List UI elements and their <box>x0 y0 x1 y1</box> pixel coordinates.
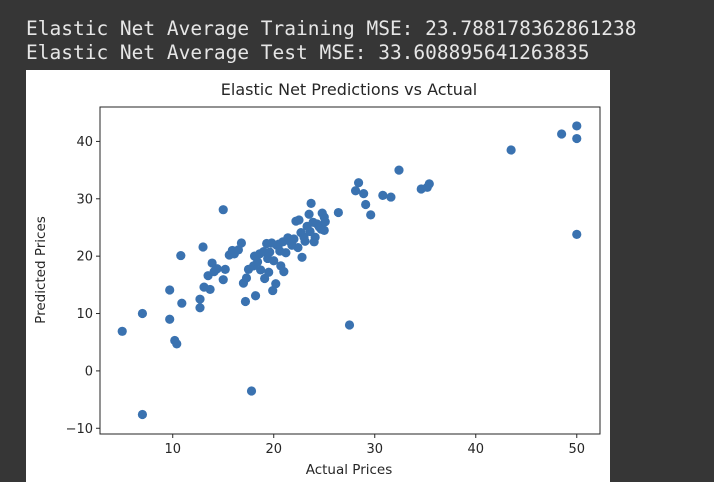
scatter-point <box>350 186 361 196</box>
training-mse-output: Elastic Net Average Training MSE: 23.788… <box>26 17 637 40</box>
scatter-point <box>297 252 307 262</box>
scatter-point <box>506 145 516 155</box>
scatter-point <box>218 275 228 285</box>
scatter-point <box>361 199 371 210</box>
scatter-point <box>320 217 330 227</box>
scatter-point <box>572 121 582 131</box>
y-tick-label: −10 <box>66 422 93 437</box>
scatter-point <box>281 248 291 258</box>
scatter-point <box>366 210 376 220</box>
scatter-point <box>198 242 208 252</box>
y-tick-label: 40 <box>76 135 93 150</box>
scatter-point <box>246 386 257 396</box>
scatter-point <box>572 133 582 144</box>
scatter-point <box>117 326 127 336</box>
scatter-point <box>279 267 289 277</box>
scatter-point <box>250 291 261 301</box>
scatter-point <box>386 192 396 202</box>
scatter-point <box>240 296 251 307</box>
scatter-point <box>265 247 275 257</box>
y-tick-label: 20 <box>76 250 93 265</box>
scatter-point <box>233 245 243 255</box>
scatter-point <box>195 294 205 304</box>
scatter-point <box>252 257 263 267</box>
scatter-point <box>176 250 186 261</box>
scatter-point <box>289 234 299 244</box>
scatter-point <box>572 229 582 239</box>
scatter-point <box>172 339 182 349</box>
scatter-point <box>304 209 314 219</box>
x-tick-label: 40 <box>467 442 484 457</box>
scatter-point <box>177 298 187 308</box>
scatter-point <box>271 279 281 289</box>
chart-figure: Elastic Net Predictions vs Actual Actual… <box>26 70 610 482</box>
scatter-point <box>268 285 278 296</box>
scatter-point <box>195 303 205 313</box>
scatter-point <box>333 207 343 218</box>
x-axis-label: Actual Prices <box>306 462 393 478</box>
scatter-point <box>344 320 355 330</box>
y-axis-label: Predicted Prices <box>33 216 49 324</box>
scatter-point <box>294 215 304 225</box>
scatter-chart: Elastic Net Predictions vs Actual Actual… <box>33 80 601 478</box>
scatter-point <box>165 285 175 295</box>
scatter-point <box>256 265 266 275</box>
scatter-point <box>557 129 567 139</box>
ticks-layer: 10 20 30 40 50 −10 0 10 20 30 40 <box>66 135 585 457</box>
scatter-point <box>165 314 175 324</box>
scatter-point <box>300 236 310 246</box>
scatter-point <box>378 190 388 200</box>
scatter-point <box>353 178 364 188</box>
scatter-point <box>220 264 230 274</box>
scatter-point <box>319 225 329 235</box>
scatter-point <box>306 198 316 208</box>
chart-title: Elastic Net Predictions vs Actual <box>221 80 477 99</box>
scatter-point <box>218 205 228 215</box>
scatter-point <box>236 238 247 248</box>
points-layer <box>117 121 582 420</box>
plot-frame <box>99 106 601 435</box>
scatter-point <box>137 409 148 420</box>
scatter-point <box>205 284 215 295</box>
scatter-point <box>293 242 303 253</box>
x-tick-label: 30 <box>366 442 383 457</box>
scatter-point <box>359 189 369 199</box>
scatter-point <box>310 232 320 242</box>
scatter-point <box>424 179 434 189</box>
scatter-point <box>212 264 222 274</box>
x-tick-label: 10 <box>164 442 181 457</box>
test-mse-output: Elastic Net Average Test MSE: 33.6088956… <box>26 41 590 64</box>
y-tick-label: 10 <box>76 307 93 322</box>
scatter-point <box>241 273 252 283</box>
x-tick-label: 50 <box>568 442 585 457</box>
y-tick-label: 0 <box>85 364 93 379</box>
y-tick-label: 30 <box>76 192 93 207</box>
scatter-point <box>264 267 274 277</box>
x-tick-label: 20 <box>265 442 282 457</box>
scatter-point <box>137 308 148 319</box>
scatter-point <box>269 256 279 266</box>
scatter-point <box>394 165 404 175</box>
